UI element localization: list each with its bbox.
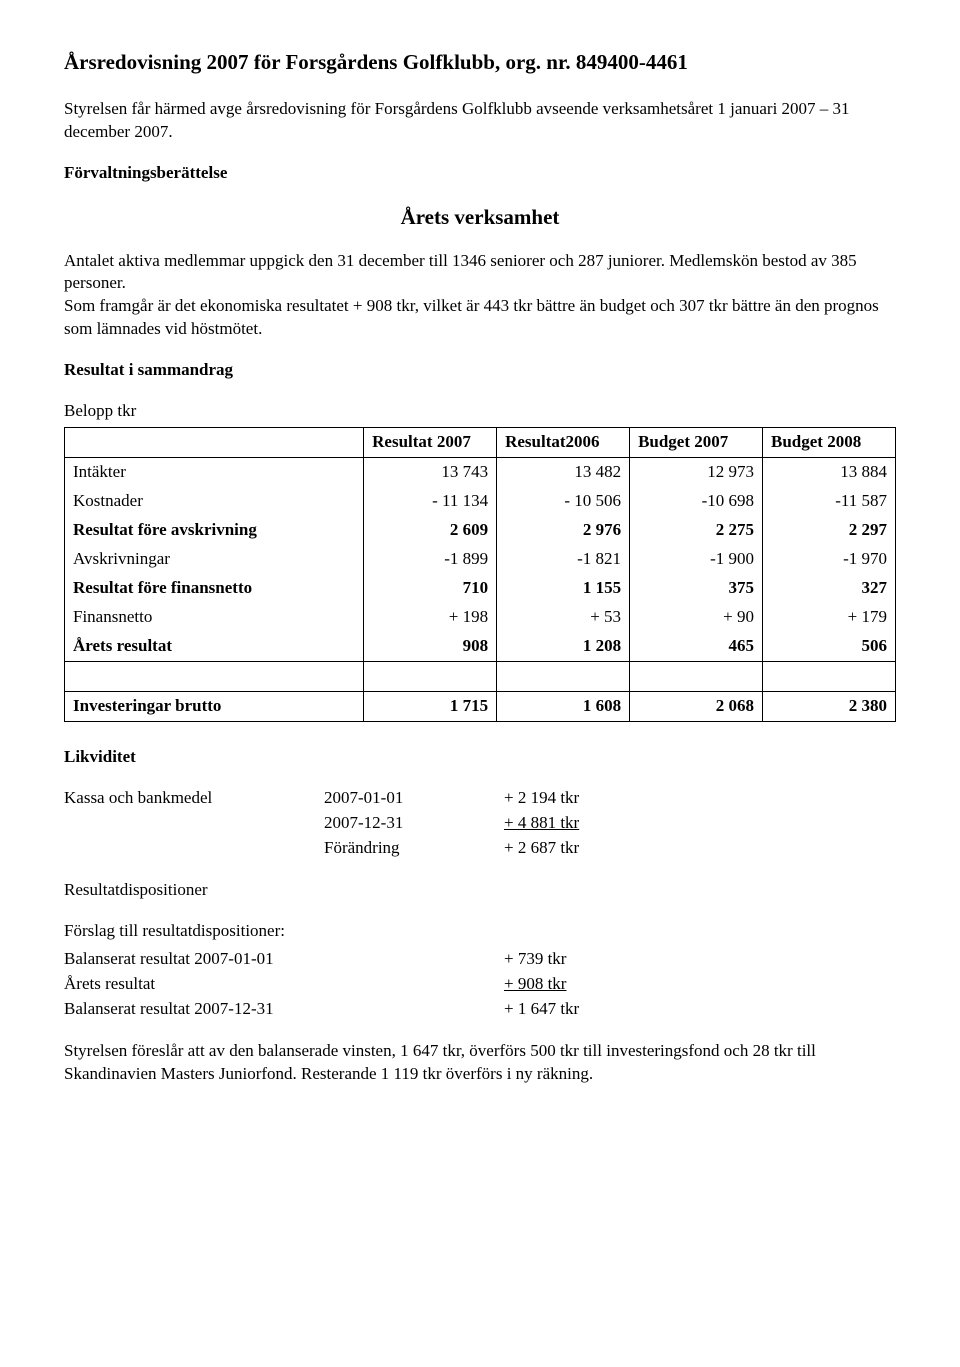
row-label: Intäkter	[65, 458, 364, 487]
row-value: -10 698	[630, 487, 763, 516]
intro-paragraph: Styrelsen får härmed avge årsredovisning…	[64, 98, 896, 144]
spacer-cell	[497, 661, 630, 691]
disp-row: Balanserat resultat 2007-01-01 + 739 tkr	[64, 947, 664, 972]
likviditet-value: + 2 194 tkr	[504, 786, 664, 811]
disp-value: + 908 tkr	[504, 972, 664, 997]
row-value: 506	[763, 632, 896, 661]
row-value: + 90	[630, 603, 763, 632]
table-row: Resultat före avskrivning2 6092 9762 275…	[65, 516, 896, 545]
table-row: Resultat före finansnetto7101 155375327	[65, 574, 896, 603]
row-value: -1 821	[497, 545, 630, 574]
row-label: Resultat före finansnetto	[65, 574, 364, 603]
row-value: 2 380	[763, 691, 896, 721]
row-value: 327	[763, 574, 896, 603]
col-header-budget-2008: Budget 2008	[763, 428, 896, 458]
row-value: + 179	[763, 603, 896, 632]
row-label: Kostnader	[65, 487, 364, 516]
row-value: 2 068	[630, 691, 763, 721]
row-value: -1 970	[763, 545, 896, 574]
body-text-1: Antalet aktiva medlemmar uppgick den 31 …	[64, 251, 857, 293]
resultat-sammandrag-heading: Resultat i sammandrag	[64, 359, 896, 382]
forvaltnings-heading: Förvaltningsberättelse	[64, 162, 896, 185]
row-label: Avskrivningar	[65, 545, 364, 574]
disp-label: Årets resultat	[64, 972, 504, 997]
row-value: 375	[630, 574, 763, 603]
row-label: Investeringar brutto	[65, 691, 364, 721]
closing-paragraph: Styrelsen föreslår att av den balanserad…	[64, 1040, 896, 1086]
col-header-budget-2007: Budget 2007	[630, 428, 763, 458]
body-paragraph-1: Antalet aktiva medlemmar uppgick den 31 …	[64, 250, 896, 342]
row-value: 1 208	[497, 632, 630, 661]
table-row: Intäkter13 74313 48212 97313 884	[65, 458, 896, 487]
arets-verksamhet-heading: Årets verksamhet	[64, 203, 896, 231]
row-value: 2 976	[497, 516, 630, 545]
likviditet-value: + 2 687 tkr	[504, 836, 664, 861]
row-value: 13 743	[364, 458, 497, 487]
likviditet-row: Kassa och bankmedel 2007-01-01 + 2 194 t…	[64, 786, 664, 811]
disp-label: Balanserat resultat 2007-12-31	[64, 997, 504, 1022]
row-label: Resultat före avskrivning	[65, 516, 364, 545]
disp-label: Balanserat resultat 2007-01-01	[64, 947, 504, 972]
row-value: 2 609	[364, 516, 497, 545]
row-value: 12 973	[630, 458, 763, 487]
col-header-resultat-2007: Resultat 2007	[364, 428, 497, 458]
spacer-cell	[630, 661, 763, 691]
likviditet-label: Kassa och bankmedel	[64, 786, 324, 861]
row-value: 1 155	[497, 574, 630, 603]
row-value: -11 587	[763, 487, 896, 516]
table-row: Årets resultat9081 208465506	[65, 632, 896, 661]
row-value: - 11 134	[364, 487, 497, 516]
row-label: Finansnetto	[65, 603, 364, 632]
col-header-empty	[65, 428, 364, 458]
row-value: + 53	[497, 603, 630, 632]
body-text-2: Som framgår är det ekonomiska resultatet…	[64, 296, 879, 338]
row-value: 908	[364, 632, 497, 661]
likviditet-value: + 4 881 tkr	[504, 811, 664, 836]
table-row: Avskrivningar-1 899-1 821-1 900-1 970	[65, 545, 896, 574]
disp-row: Balanserat resultat 2007-12-31 + 1 647 t…	[64, 997, 664, 1022]
likviditet-date: 2007-12-31	[324, 811, 504, 836]
row-value: 13 482	[497, 458, 630, 487]
spacer-cell	[763, 661, 896, 691]
spacer-row	[65, 661, 896, 691]
results-header-row: Resultat 2007 Resultat2006 Budget 2007 B…	[65, 428, 896, 458]
resultatdispositioner-heading: Resultatdispositioner	[64, 879, 896, 902]
table-row: Kostnader- 11 134- 10 506-10 698-11 587	[65, 487, 896, 516]
row-value: 2 297	[763, 516, 896, 545]
row-value: -1 900	[630, 545, 763, 574]
likviditet-table: Kassa och bankmedel 2007-01-01 + 2 194 t…	[64, 786, 664, 861]
row-value: 13 884	[763, 458, 896, 487]
row-value: -1 899	[364, 545, 497, 574]
row-value: + 198	[364, 603, 497, 632]
row-value: 465	[630, 632, 763, 661]
spacer-cell	[65, 661, 364, 691]
table-row: Finansnetto+ 198+ 53+ 90+ 179	[65, 603, 896, 632]
row-label: Årets resultat	[65, 632, 364, 661]
disp-value: + 739 tkr	[504, 947, 664, 972]
row-value: 710	[364, 574, 497, 603]
investeringar-row: Investeringar brutto1 7151 6082 0682 380	[65, 691, 896, 721]
disp-value: + 1 647 tkr	[504, 997, 664, 1022]
likviditet-date: Förändring	[324, 836, 504, 861]
likviditet-date: 2007-01-01	[324, 786, 504, 811]
disp-row: Årets resultat + 908 tkr	[64, 972, 664, 997]
col-header-resultat-2006: Resultat2006	[497, 428, 630, 458]
spacer-cell	[364, 661, 497, 691]
row-value: - 10 506	[497, 487, 630, 516]
row-value: 2 275	[630, 516, 763, 545]
forslag-heading: Förslag till resultatdispositioner:	[64, 920, 896, 943]
belopp-label: Belopp tkr	[64, 400, 896, 423]
results-table: Resultat 2007 Resultat2006 Budget 2007 B…	[64, 427, 896, 721]
dispositioner-table: Balanserat resultat 2007-01-01 + 739 tkr…	[64, 947, 664, 1022]
likviditet-heading: Likviditet	[64, 746, 896, 769]
row-value: 1 608	[497, 691, 630, 721]
row-value: 1 715	[364, 691, 497, 721]
document-title: Årsredovisning 2007 för Forsgårdens Golf…	[64, 48, 896, 76]
